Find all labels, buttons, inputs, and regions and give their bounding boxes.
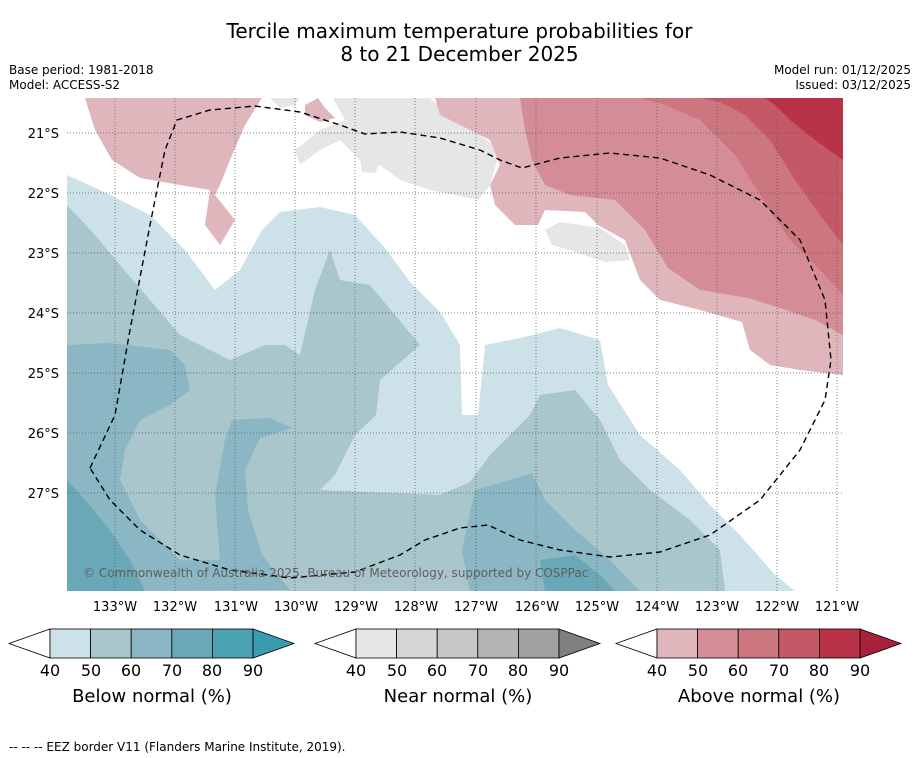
above-normal-40-50-patch-north bbox=[305, 98, 335, 122]
below-normal-70-80-patch bbox=[540, 555, 615, 591]
issued-date: Issued: 03/12/2025 bbox=[795, 78, 911, 92]
near-tick-80: 80 bbox=[507, 661, 529, 680]
near-tick-50: 50 bbox=[386, 661, 408, 680]
copyright-text: © Commonwealth of Australia 2025, Bureau… bbox=[83, 566, 588, 580]
eez-border bbox=[89, 105, 832, 579]
lon-label-128w: 128°W bbox=[394, 600, 438, 615]
above-tick-60: 60 bbox=[727, 661, 749, 680]
lon-label-121w: 121°W bbox=[815, 600, 859, 615]
below-tick-40: 40 bbox=[39, 661, 61, 680]
lat-label-21s: 21°S bbox=[28, 127, 59, 142]
lon-label-130w: 130°W bbox=[274, 600, 318, 615]
above-tick-40: 40 bbox=[646, 661, 668, 680]
near-tick-40: 40 bbox=[345, 661, 367, 680]
lat-label-23s: 23°S bbox=[28, 247, 59, 262]
lon-label-133w: 133°W bbox=[93, 600, 137, 615]
above-colorbar-segment-2 bbox=[697, 628, 739, 659]
above-normal-label: Above normal (%) bbox=[677, 686, 841, 707]
near-normal-40-50-patch-c bbox=[270, 98, 300, 108]
lat-label-24s: 24°S bbox=[28, 307, 59, 322]
near-tick-70: 70 bbox=[467, 661, 489, 680]
below-tick-80: 80 bbox=[201, 661, 223, 680]
above-colorbar-low-extension bbox=[614, 628, 658, 659]
near-normal-40-50-patch-a bbox=[360, 150, 380, 173]
lon-label-122w: 122°W bbox=[755, 600, 799, 615]
lon-label-124w: 124°W bbox=[635, 600, 679, 615]
near-colorbar-segment-4 bbox=[477, 628, 519, 659]
graticule bbox=[67, 98, 843, 591]
chart-title-line-1: Tercile maximum temperature probabilitie… bbox=[226, 19, 693, 43]
lat-label-27s: 27°S bbox=[28, 487, 59, 502]
above-colorbar-segment-4 bbox=[778, 628, 820, 659]
above-tick-70: 70 bbox=[768, 661, 790, 680]
above-normal-70-80-region bbox=[700, 98, 843, 245]
base-period: Base period: 1981-2018 bbox=[9, 63, 154, 77]
near-tick-60: 60 bbox=[426, 661, 448, 680]
below-tick-90: 90 bbox=[242, 661, 264, 680]
below-normal-label: Below normal (%) bbox=[72, 686, 232, 707]
near-colorbar-segment-3 bbox=[436, 628, 479, 659]
above-colorbar-segment-1 bbox=[656, 628, 698, 659]
latitude-labels: 21°S 22°S 23°S 24°S 25°S 26°S 27°S bbox=[28, 127, 59, 502]
below-colorbar-low-extension bbox=[7, 628, 51, 659]
above-normal-40-50-region bbox=[85, 98, 262, 245]
chart-title-line-2: 8 to 21 December 2025 bbox=[340, 42, 579, 66]
near-normal-40-50-region bbox=[295, 98, 500, 200]
above-normal-80-90-region bbox=[765, 98, 843, 160]
lat-label-26s: 26°S bbox=[28, 427, 59, 442]
lon-label-125w: 125°W bbox=[575, 600, 619, 615]
below-colorbar-segment-2 bbox=[90, 628, 132, 659]
lat-label-25s: 25°S bbox=[28, 367, 59, 382]
below-colorbar-segment-1 bbox=[49, 628, 91, 659]
near-colorbar-segment-1 bbox=[355, 628, 397, 659]
below-normal-70-80-region bbox=[67, 480, 145, 591]
above-tick-80: 80 bbox=[808, 661, 830, 680]
lon-label-123w: 123°W bbox=[695, 600, 739, 615]
above-tick-50: 50 bbox=[687, 661, 709, 680]
above-colorbar-high-extension bbox=[859, 628, 903, 659]
near-colorbar-segment-2 bbox=[396, 628, 438, 659]
below-tick-70: 70 bbox=[161, 661, 183, 680]
colorbars bbox=[7, 628, 903, 659]
near-normal-40-50-patch-b bbox=[545, 222, 630, 262]
near-tick-90: 90 bbox=[548, 661, 570, 680]
below-normal-60-70-region bbox=[67, 343, 292, 591]
below-tick-60: 60 bbox=[120, 661, 142, 680]
eez-footnote: -- -- -- EEZ border V11 (Flanders Marine… bbox=[9, 740, 346, 754]
lon-label-132w: 132°W bbox=[153, 600, 197, 615]
above-colorbar-segment-5 bbox=[819, 628, 861, 659]
model-name: Model: ACCESS-S2 bbox=[9, 78, 121, 92]
longitude-labels: 133°W 132°W 131°W 130°W 129°W 128°W 127°… bbox=[93, 600, 859, 615]
lon-label-126w: 126°W bbox=[515, 600, 559, 615]
lon-label-131w: 131°W bbox=[214, 600, 258, 615]
near-colorbar-low-extension bbox=[313, 628, 357, 659]
map-fields: © Commonwealth of Australia 2025, Bureau… bbox=[67, 98, 843, 591]
below-colorbar-segment-3 bbox=[130, 628, 173, 659]
below-tick-50: 50 bbox=[80, 661, 102, 680]
near-colorbar-high-extension bbox=[558, 628, 602, 659]
below-colorbar-high-extension bbox=[252, 628, 296, 659]
near-colorbar-segment-5 bbox=[518, 628, 560, 659]
lat-label-22s: 22°S bbox=[28, 187, 59, 202]
below-colorbar-segment-4 bbox=[171, 628, 213, 659]
above-tick-90: 90 bbox=[849, 661, 871, 680]
below-normal-60-70-patch-south bbox=[462, 473, 640, 591]
model-run: Model run: 01/12/2025 bbox=[773, 63, 911, 77]
near-normal-label: Near normal (%) bbox=[383, 686, 533, 707]
above-colorbar-segment-3 bbox=[737, 628, 780, 659]
lon-label-127w: 127°W bbox=[454, 600, 498, 615]
lon-label-129w: 129°W bbox=[334, 600, 378, 615]
below-colorbar-segment-5 bbox=[211, 628, 254, 659]
